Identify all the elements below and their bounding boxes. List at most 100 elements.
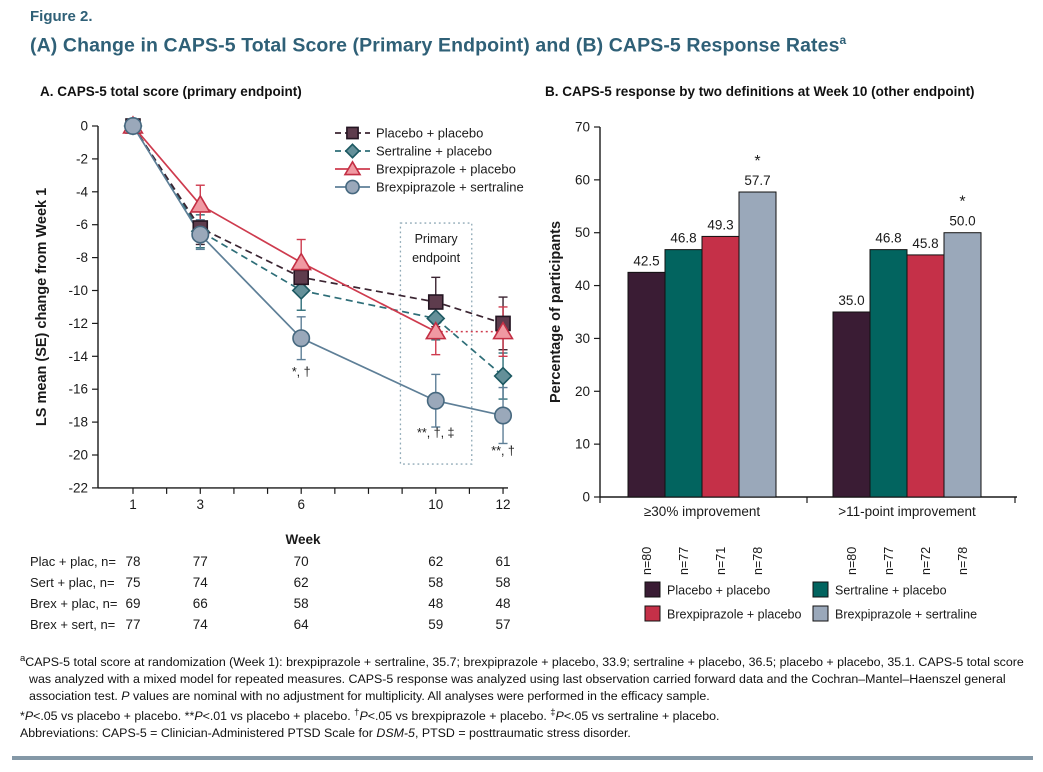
figure-title-superscript: a — [839, 33, 847, 47]
bar-n-label: n=80 — [845, 547, 859, 575]
n-table-row-label: Brex + plac, n= — [30, 596, 117, 611]
x-axis-title: Week — [285, 532, 321, 547]
y-tick-label: 20 — [575, 384, 590, 399]
y-tick-label: -2 — [76, 151, 88, 166]
marker-circle — [292, 329, 311, 348]
y-axis-title: Percentage of participants — [548, 221, 564, 403]
bar — [943, 232, 982, 498]
y-tick-label: 0 — [582, 490, 590, 505]
y-axis-title: LS mean (SE) change from Week 1 — [34, 188, 50, 426]
bar — [869, 249, 908, 498]
n-table-value: 70 — [294, 554, 309, 569]
bar-value-label: 35.0 — [838, 293, 864, 308]
significance-annotation: **, †, ‡ — [417, 426, 455, 440]
legend-item: Brexpiprazole + sertraline — [335, 180, 524, 195]
marker-circle — [345, 179, 360, 195]
bar — [832, 311, 871, 498]
legend-item: Placebo + placebo — [644, 581, 770, 598]
n-table-value: 59 — [428, 617, 443, 632]
n-table-value: 48 — [496, 596, 511, 611]
n-table-row-label: Brex + sert, n= — [30, 617, 115, 632]
series-line — [132, 125, 437, 333]
marker-circle — [191, 225, 210, 244]
legend-item: Sertraline + placebo — [335, 143, 492, 159]
y-tick-label: -12 — [68, 316, 88, 331]
y-tick-label: -22 — [68, 480, 88, 495]
legend-label: Sertraline + placebo — [835, 584, 947, 598]
legend-item: Placebo + placebo — [335, 126, 483, 141]
legend-label: Brexpiprazole + placebo — [667, 608, 802, 622]
significance-annotation: **, † — [491, 444, 515, 458]
y-tick-label: 50 — [575, 225, 590, 240]
bar-n-label: n=77 — [882, 547, 896, 575]
n-table-value: 58 — [496, 575, 511, 590]
bar-significance-star: * — [754, 153, 760, 170]
p-value-symbol: P — [194, 708, 203, 723]
bar-n-label: n=78 — [751, 547, 765, 575]
n-table-value: 58 — [428, 575, 443, 590]
n-table-value: 69 — [125, 596, 140, 611]
bar-value-label: 57.7 — [744, 173, 770, 188]
y-tick-label: 70 — [575, 120, 590, 135]
line-chart-caps5-change: Primary endpoint 0 -2 -4 -6 -8 -10 -12 -14 -16 -18 -… — [30, 115, 524, 632]
y-tick-label: -4 — [76, 184, 88, 199]
x-tick-label: 3 — [197, 497, 205, 512]
sig-text: <.05 vs placebo + placebo. — [33, 708, 185, 723]
legend-label: Brexpiprazole + sertraline — [835, 608, 977, 622]
y-tick-label: -14 — [68, 349, 88, 364]
significance-footnote: *P<.05 vs placebo + placebo. **P<.01 vs … — [20, 705, 1032, 725]
n-table-value: 62 — [294, 575, 309, 590]
x-tick-label: 10 — [428, 497, 443, 512]
bar-value-label: 49.3 — [707, 217, 733, 232]
category-label: >11-point improvement — [838, 504, 976, 519]
bar-n-label: n=71 — [714, 547, 728, 575]
bar-n-label: n=72 — [919, 547, 933, 575]
marker-circle — [426, 391, 445, 410]
sig-marker: * — [20, 708, 25, 723]
primary-endpoint-label: Primary — [415, 232, 459, 246]
n-table-row-label: Plac + plac, n= — [30, 554, 116, 569]
sig-text: <.05 vs sertraline + placebo. — [563, 708, 720, 723]
bar-value-label: 42.5 — [633, 253, 659, 268]
y-tick-label: 0 — [80, 119, 88, 134]
legend-swatch — [644, 605, 661, 622]
bar-value-label: 45.8 — [912, 236, 938, 251]
bar-n-label: n=77 — [677, 547, 691, 575]
marker-square — [427, 294, 444, 310]
legend-label: Brexpiprazole + sertraline — [376, 180, 524, 195]
sig-text: <.01 vs placebo + placebo. — [202, 708, 355, 723]
y-tick-label: -16 — [68, 382, 88, 397]
bar-significance-star: * — [959, 194, 965, 211]
sig-marker: ** — [184, 708, 195, 723]
n-table-value: 58 — [294, 596, 309, 611]
footnote-a: aCAPS-5 total score at randomization (We… — [20, 653, 1024, 703]
n-table-value: 77 — [125, 617, 140, 632]
footnote-a-superscript: a — [20, 653, 26, 664]
marker-triangle — [290, 251, 312, 271]
legend-item: Brexpiprazole + placebo — [335, 160, 516, 177]
bar-n-label: n=80 — [640, 547, 654, 575]
legend-label: Brexpiprazole + placebo — [376, 162, 516, 177]
p-value-symbol: P — [359, 708, 368, 723]
n-table-value: 61 — [496, 554, 511, 569]
bar-value-label: 46.8 — [670, 231, 696, 246]
y-tick-label: 40 — [575, 278, 590, 293]
legend-item: Sertraline + placebo — [812, 581, 947, 598]
n-table-value: 48 — [428, 596, 443, 611]
marker-square — [293, 269, 310, 286]
n-table-value: 75 — [125, 575, 140, 590]
bar-value-label: 50.0 — [949, 214, 975, 229]
x-tick-label: 1 — [129, 497, 137, 512]
y-tick-label: -10 — [68, 283, 88, 298]
legend-label: Placebo + placebo — [376, 126, 483, 141]
bar-value-label: 46.8 — [875, 231, 901, 246]
panel-a-title: A. CAPS-5 total score (primary endpoint) — [40, 84, 302, 99]
legend-label: Placebo + placebo — [667, 584, 770, 598]
marker-circle — [494, 406, 513, 425]
legend-item: Brexpiprazole + placebo — [644, 605, 802, 622]
legend-label: Sertraline + placebo — [376, 144, 492, 159]
marker-circle — [124, 117, 143, 135]
n-table-row-label: Sert + plac, n= — [30, 575, 115, 590]
bar — [701, 235, 740, 498]
figure-label: Figure 2. — [30, 8, 93, 25]
